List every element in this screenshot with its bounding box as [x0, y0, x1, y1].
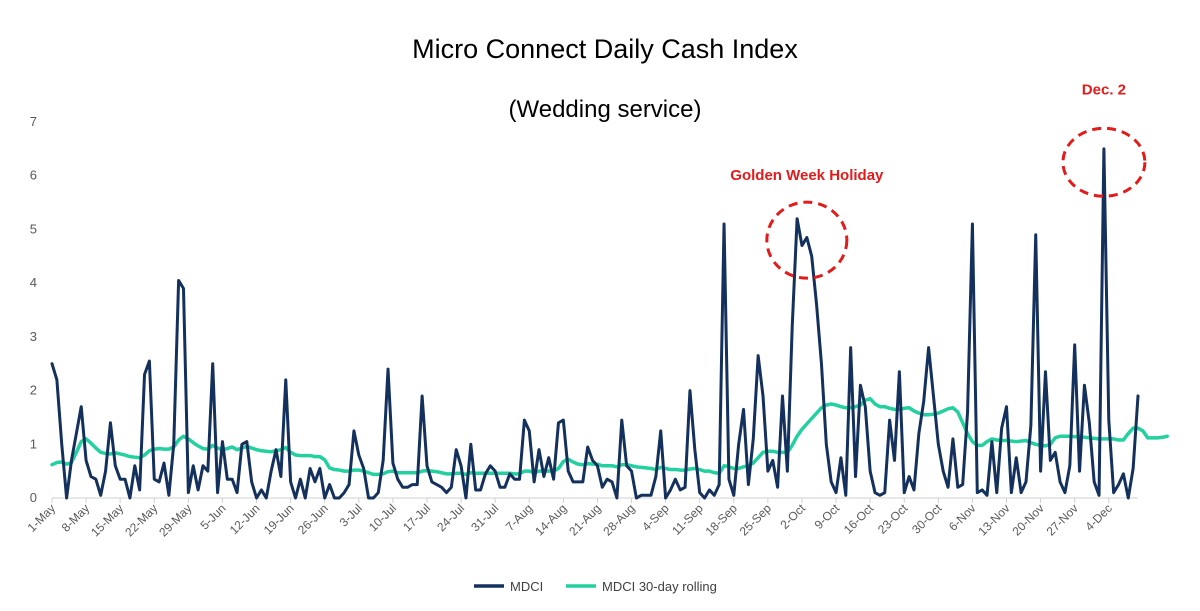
legend-label-mdci: MDCI: [510, 579, 543, 594]
chart-subtitle: (Wedding service): [509, 96, 702, 123]
x-tick-label: 30-Oct: [909, 501, 945, 537]
x-tick-label: 29-May: [156, 501, 194, 539]
annotation-layer: Golden Week Holiday Dec. 2: [730, 81, 1147, 280]
x-tick-label: 27-Nov: [1044, 501, 1081, 538]
y-tick-label: 2: [30, 383, 37, 398]
x-tick-label: 10-Jul: [366, 501, 399, 534]
series-line-mdci: [50, 147, 1140, 500]
x-tick-label: 4-Sep: [639, 501, 672, 534]
annotation-circle-golden-week: [765, 200, 849, 280]
y-tick-label: 0: [30, 490, 37, 505]
x-tick-label: 15-May: [88, 501, 126, 539]
x-tick-label: 13-Nov: [975, 501, 1012, 538]
x-tick-label: 22-May: [122, 501, 160, 539]
chart-title: Micro Connect Daily Cash Index: [412, 34, 798, 64]
x-tick-label: 1-May: [25, 501, 58, 534]
x-tick-label: 11-Sep: [669, 501, 706, 538]
y-tick-label: 5: [30, 221, 37, 236]
x-tick-label: 19-Jun: [261, 501, 297, 537]
y-tick-label: 4: [30, 275, 37, 290]
annotation-label-dec-2: Dec. 2: [1082, 81, 1126, 98]
x-tick-label: 7-Aug: [503, 501, 536, 534]
x-tick-label: 6-Nov: [946, 501, 979, 534]
series-line-rolling: [50, 396, 1169, 477]
x-tick-label: 26-Jun: [295, 501, 331, 537]
x-tick-label: 18-Sep: [703, 501, 740, 538]
x-tick-label: 17-Jul: [400, 501, 433, 534]
x-tick-label: 28-Aug: [600, 501, 637, 538]
x-tick-label: 20-Nov: [1009, 501, 1046, 538]
y-axis: 0 1 2 3 4 5 6 7: [30, 114, 37, 505]
legend-label-rolling: MDCI 30-day rolling: [602, 579, 717, 594]
x-tick-label: 3-Jul: [337, 501, 365, 529]
x-tick-label: 4-Dec: [1082, 501, 1115, 534]
x-tick-label: 2-Oct: [777, 501, 808, 532]
y-tick-label: 7: [30, 114, 37, 129]
x-tick-label: 25-Sep: [737, 501, 774, 538]
series-layer: [50, 147, 1169, 500]
legend: MDCI MDCI 30-day rolling: [474, 579, 717, 594]
x-tick-label: 9-Oct: [812, 501, 843, 532]
x-tick-label: 5-Jun: [197, 501, 228, 532]
x-tick-label: 23-Oct: [875, 501, 911, 537]
x-tick-label: 21-Aug: [566, 501, 603, 538]
x-tick-label: 31-Jul: [468, 501, 501, 534]
x-tick-label: 24-Jul: [434, 501, 467, 534]
y-tick-label: 1: [30, 436, 37, 451]
y-tick-label: 3: [30, 329, 37, 344]
annotation-circle-dec-2: [1061, 126, 1147, 198]
x-tick-label: 12-Jun: [227, 501, 263, 537]
x-tick-label: 14-Aug: [532, 501, 569, 538]
x-tick-label: 16-Oct: [841, 501, 877, 537]
y-tick-label: 6: [30, 168, 37, 183]
annotation-label-golden-week: Golden Week Holiday: [730, 167, 884, 184]
